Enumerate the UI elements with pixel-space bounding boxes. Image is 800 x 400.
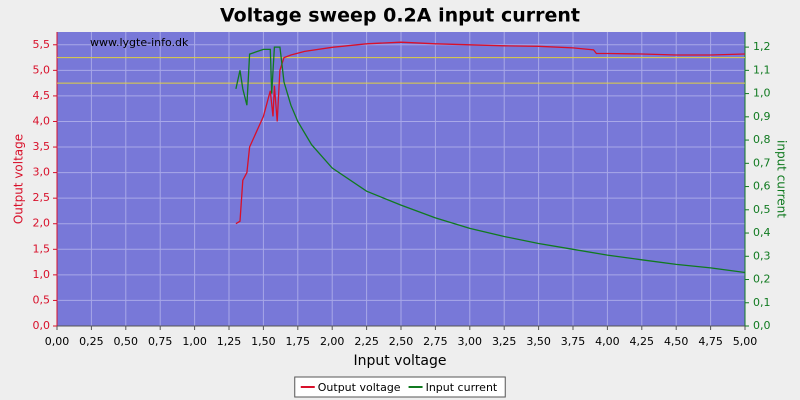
x-tick-label: 4,00 (595, 335, 620, 348)
y2-tick-label: 0,0 (753, 319, 771, 332)
y-tick-label: 3,5 (33, 140, 51, 153)
legend-label: Input current (426, 381, 498, 394)
y2-tick-label: 1,1 (753, 63, 771, 76)
x-tick-label: 1,00 (182, 335, 207, 348)
x-axis-label: Input voltage (353, 353, 446, 369)
y-tick-label: 1,5 (33, 242, 51, 255)
y-axis-label: Output voltage (12, 134, 26, 224)
y2-tick-label: 0,3 (753, 249, 771, 262)
y2-tick-label: 0,9 (753, 110, 771, 123)
y-tick-label: 3,0 (33, 166, 51, 179)
x-tick-label: 1,50 (251, 335, 276, 348)
x-tick-label: 3,25 (492, 335, 517, 348)
y2-tick-label: 0,5 (753, 203, 771, 216)
y-tick-label: 0,0 (33, 319, 51, 332)
x-tick-label: 3,50 (526, 335, 551, 348)
y-tick-label: 4,0 (33, 114, 51, 127)
x-tick-label: 1,25 (217, 335, 242, 348)
y2-tick-label: 0,7 (753, 156, 771, 169)
series-line (235, 46, 746, 274)
y-tick-label: 1,0 (33, 268, 51, 281)
y-tick-label: 2,5 (33, 191, 51, 204)
x-tick-label: 0,25 (79, 335, 104, 348)
watermark: www.lygte-info.dk (90, 36, 189, 49)
series-line (235, 41, 746, 225)
legend-label: Output voltage (318, 381, 401, 394)
x-tick-label: 3,00 (458, 335, 483, 348)
x-tick-label: 4,25 (630, 335, 655, 348)
legend-box (294, 376, 506, 398)
y-tick-label: 0,5 (33, 293, 51, 306)
x-tick-label: 1,75 (286, 335, 311, 348)
chart-title: Voltage sweep 0.2A input current (220, 5, 580, 27)
y2-tick-label: 0,2 (753, 273, 771, 286)
y2-tick-label: 1,2 (753, 40, 771, 53)
x-tick-label: 2,00 (320, 335, 345, 348)
y2-tick-label: 0,8 (753, 133, 771, 146)
legend: Output voltage Input current (294, 376, 506, 398)
x-tick-label: 5,00 (733, 335, 758, 348)
x-tick-label: 2,50 (389, 335, 414, 348)
x-tick-label: 0,50 (114, 335, 139, 348)
x-tick-label: 2,25 (354, 335, 379, 348)
y2-tick-label: 1,0 (753, 87, 771, 100)
y-tick-label: 5,5 (33, 38, 51, 51)
y2-tick-label: 0,1 (753, 296, 771, 309)
y-tick-label: 4,5 (33, 89, 51, 102)
y2-axis-label: input current (775, 140, 789, 218)
x-tick-label: 3,75 (561, 335, 586, 348)
y2-tick-label: 0,6 (753, 180, 771, 193)
x-tick-label: 0,00 (45, 335, 70, 348)
x-tick-label: 2,75 (423, 335, 448, 348)
x-tick-label: 4,50 (664, 335, 689, 348)
y-tick-label: 2,0 (33, 217, 51, 230)
x-tick-label: 0,75 (148, 335, 173, 348)
x-tick-label: 4,75 (698, 335, 723, 348)
y2-tick-label: 0,4 (753, 226, 771, 239)
y-tick-label: 5,0 (33, 63, 51, 76)
